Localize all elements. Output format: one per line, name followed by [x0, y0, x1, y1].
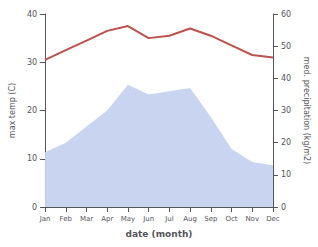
svg-text:30: 30	[27, 58, 37, 67]
svg-text:30: 30	[281, 106, 291, 115]
svg-text:med. precipitation (kg/m2): med. precipitation (kg/m2)	[302, 57, 311, 164]
svg-text:Jun: Jun	[142, 215, 154, 223]
svg-text:50: 50	[281, 42, 291, 51]
svg-text:date (month): date (month)	[126, 229, 193, 239]
svg-text:Jul: Jul	[164, 215, 174, 223]
svg-text:40: 40	[27, 10, 37, 19]
svg-text:40: 40	[281, 74, 291, 83]
svg-text:Jan: Jan	[39, 215, 51, 223]
svg-text:Oct: Oct	[225, 215, 237, 223]
svg-text:10: 10	[27, 154, 37, 163]
svg-text:Mar: Mar	[80, 215, 93, 223]
svg-text:Dec: Dec	[266, 215, 280, 223]
svg-text:max temp (C): max temp (C)	[8, 83, 17, 138]
svg-text:20: 20	[27, 106, 37, 115]
svg-text:May: May	[121, 215, 135, 223]
svg-text:20: 20	[281, 138, 291, 147]
svg-text:0: 0	[281, 203, 286, 212]
svg-text:Sep: Sep	[204, 215, 218, 223]
svg-text:Feb: Feb	[60, 215, 73, 223]
svg-text:10: 10	[281, 170, 291, 179]
svg-text:Apr: Apr	[101, 215, 113, 223]
svg-text:Nov: Nov	[245, 215, 259, 223]
svg-text:60: 60	[281, 10, 291, 19]
svg-text:Aug: Aug	[183, 215, 197, 223]
svg-text:0: 0	[32, 203, 37, 212]
